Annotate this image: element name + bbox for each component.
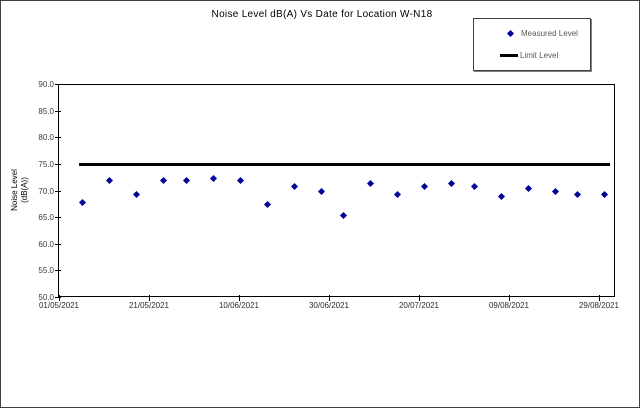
data-point	[209, 174, 217, 182]
measured-level-marker-icon	[506, 30, 515, 38]
data-point	[105, 177, 114, 185]
x-tick-label: 29/08/2021	[578, 301, 620, 310]
y-tick-mark	[55, 190, 61, 192]
limit-level-line-icon	[500, 53, 518, 57]
x-tick-label: 01/05/2021	[38, 301, 80, 310]
data-point	[159, 177, 168, 185]
x-tick-label: 21/05/2021	[128, 301, 170, 310]
data-point	[182, 177, 190, 185]
y-tick-label: 85.0	[38, 106, 54, 116]
legend-label-limit: Limit Level	[520, 50, 559, 60]
legend-label-measured: Measured Level	[521, 29, 578, 39]
data-point	[132, 190, 141, 198]
data-point	[236, 177, 244, 185]
x-tick-mark	[419, 295, 420, 301]
y-tick-label: 70.0	[38, 186, 54, 196]
y-tick-mark	[55, 217, 61, 219]
x-tick-mark	[599, 295, 600, 301]
data-point	[78, 198, 87, 206]
plot-area	[55, 84, 615, 301]
data-point	[524, 185, 532, 193]
data-point	[290, 182, 298, 190]
data-point	[470, 182, 478, 190]
data-point	[447, 179, 456, 188]
limit-level-line	[79, 163, 610, 167]
x-tick-label: 10/06/2021	[218, 301, 260, 310]
legend-item-measured-level: Measured Level	[474, 27, 590, 41]
x-tick-mark	[329, 295, 330, 301]
y-tick-label: 65.0	[38, 213, 54, 223]
x-tick-mark	[59, 295, 60, 301]
x-tick-label: 20/07/2021	[398, 301, 440, 310]
data-point	[420, 182, 429, 190]
y-tick-mark	[55, 270, 61, 272]
data-point	[339, 211, 348, 219]
legend-item-limit-level: Limit Level	[474, 48, 590, 62]
data-point	[497, 193, 505, 201]
x-tick-label: 09/08/2021	[488, 301, 530, 310]
y-tick-label: 50.0	[38, 293, 54, 302]
data-point	[393, 190, 402, 198]
x-tick-label: 30/06/2021	[308, 301, 350, 310]
data-point	[600, 190, 609, 198]
y-axis-title-line1: Noise Level	[10, 169, 19, 211]
data-point	[317, 187, 325, 196]
data-point	[366, 179, 375, 188]
y-tick-label: 60.0	[38, 239, 54, 249]
y-tick-mark	[55, 163, 61, 165]
y-tick-label: 75.0	[38, 159, 54, 169]
y-tick-label: 90.0	[38, 80, 54, 89]
data-point	[573, 190, 582, 198]
legend-box: Measured Level Limit Level	[473, 18, 591, 71]
y-tick-mark	[55, 110, 61, 112]
y-tick-mark	[55, 297, 61, 298]
data-point	[263, 201, 271, 209]
chart-title: Noise Level dB(A) Vs Date for Location W…	[211, 9, 433, 20]
y-tick-mark	[55, 137, 61, 139]
y-tick-mark	[55, 243, 61, 245]
y-tick-mark	[55, 84, 61, 85]
data-point	[551, 187, 559, 196]
y-tick-label: 55.0	[38, 266, 54, 276]
y-tick-label: 80.0	[38, 133, 54, 143]
x-tick-mark	[509, 295, 510, 301]
x-tick-mark	[239, 295, 240, 301]
x-tick-mark	[149, 295, 150, 301]
